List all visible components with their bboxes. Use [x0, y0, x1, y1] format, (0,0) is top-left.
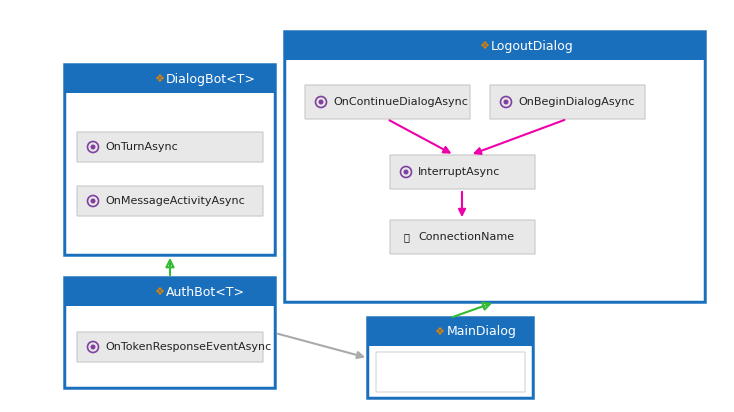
Text: OnTurnAsync: OnTurnAsync: [105, 142, 178, 152]
Circle shape: [91, 345, 95, 349]
FancyBboxPatch shape: [65, 278, 275, 388]
Text: InterruptAsync: InterruptAsync: [418, 167, 501, 177]
Text: AuthBot<T>: AuthBot<T>: [166, 286, 245, 299]
FancyBboxPatch shape: [376, 352, 525, 392]
Circle shape: [91, 145, 95, 149]
Text: ConnectionName: ConnectionName: [418, 232, 514, 242]
FancyBboxPatch shape: [77, 332, 263, 362]
FancyBboxPatch shape: [390, 220, 535, 254]
Text: OnTokenResponseEventAsync: OnTokenResponseEventAsync: [105, 342, 272, 352]
FancyBboxPatch shape: [285, 32, 705, 302]
FancyBboxPatch shape: [77, 132, 263, 162]
FancyBboxPatch shape: [65, 65, 275, 255]
Text: ❖: ❖: [435, 327, 445, 337]
Circle shape: [91, 199, 95, 203]
Circle shape: [404, 170, 408, 174]
FancyBboxPatch shape: [390, 155, 535, 189]
Text: OnContinueDialogAsync: OnContinueDialogAsync: [333, 97, 468, 107]
FancyBboxPatch shape: [77, 186, 263, 216]
FancyBboxPatch shape: [369, 346, 531, 397]
Text: OnBeginDialogAsync: OnBeginDialogAsync: [518, 97, 634, 107]
Text: OnMessageActivityAsync: OnMessageActivityAsync: [105, 196, 244, 206]
FancyBboxPatch shape: [66, 306, 274, 387]
Text: LogoutDialog: LogoutDialog: [491, 40, 574, 52]
FancyBboxPatch shape: [305, 85, 470, 119]
Text: DialogBot<T>: DialogBot<T>: [166, 73, 256, 86]
FancyBboxPatch shape: [286, 60, 704, 301]
Circle shape: [504, 100, 508, 104]
Text: ❖: ❖: [154, 287, 164, 297]
FancyBboxPatch shape: [368, 318, 533, 398]
FancyBboxPatch shape: [66, 93, 274, 254]
Circle shape: [319, 100, 323, 104]
Text: 🔧: 🔧: [403, 232, 409, 242]
Text: ❖: ❖: [154, 74, 164, 84]
Text: ❖: ❖: [479, 41, 489, 51]
FancyBboxPatch shape: [490, 85, 645, 119]
Text: MainDialog: MainDialog: [446, 325, 517, 339]
